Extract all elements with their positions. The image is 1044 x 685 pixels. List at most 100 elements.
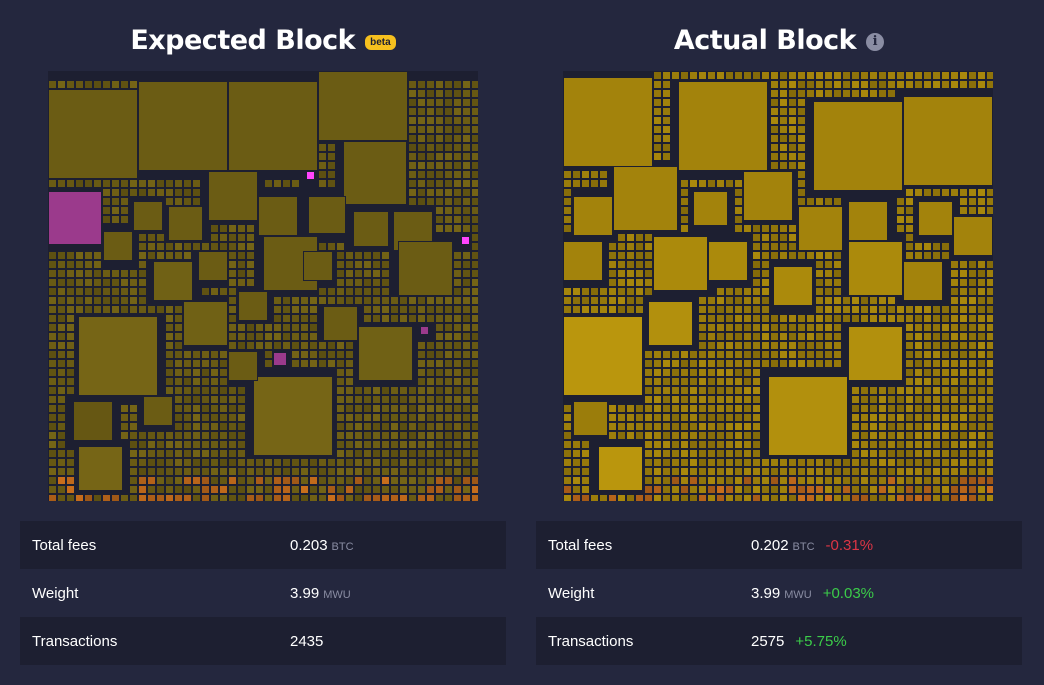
transaction-block[interactable] bbox=[444, 314, 453, 323]
transaction-block[interactable] bbox=[752, 305, 761, 314]
transaction-block[interactable] bbox=[932, 341, 941, 350]
transaction-block[interactable] bbox=[471, 440, 479, 449]
transaction-block[interactable] bbox=[671, 476, 680, 485]
transaction-block[interactable] bbox=[48, 179, 57, 188]
transaction-block[interactable] bbox=[57, 431, 66, 440]
transaction-block[interactable] bbox=[372, 467, 381, 476]
transaction-block[interactable] bbox=[635, 278, 644, 287]
transaction-block[interactable] bbox=[761, 251, 770, 260]
transaction-block[interactable] bbox=[770, 314, 779, 323]
transaction-block[interactable] bbox=[417, 467, 426, 476]
transaction-block[interactable] bbox=[788, 233, 797, 242]
transaction-block[interactable] bbox=[210, 485, 219, 494]
transaction-block[interactable] bbox=[417, 152, 426, 161]
transaction-block[interactable] bbox=[941, 251, 950, 260]
transaction-block[interactable] bbox=[219, 449, 228, 458]
transaction-block[interactable] bbox=[644, 440, 653, 449]
transaction-block[interactable] bbox=[698, 314, 707, 323]
transaction-block[interactable] bbox=[75, 251, 84, 260]
transaction-block[interactable] bbox=[318, 296, 327, 305]
transaction-block[interactable] bbox=[680, 224, 689, 233]
transaction-block[interactable] bbox=[950, 287, 959, 296]
transaction-block[interactable] bbox=[572, 449, 581, 458]
transaction-block[interactable] bbox=[75, 287, 84, 296]
transaction-block[interactable] bbox=[264, 341, 273, 350]
transaction-block[interactable] bbox=[653, 494, 662, 502]
transaction-block[interactable] bbox=[725, 71, 734, 80]
transaction-block[interactable] bbox=[680, 71, 689, 80]
transaction-block[interactable] bbox=[887, 80, 896, 89]
transaction-block[interactable] bbox=[462, 278, 471, 287]
transaction-block[interactable] bbox=[905, 395, 914, 404]
transaction-block[interactable] bbox=[363, 494, 372, 502]
transaction-block[interactable] bbox=[258, 196, 298, 236]
transaction-block[interactable] bbox=[138, 269, 147, 278]
transaction-block[interactable] bbox=[201, 359, 210, 368]
transaction-block[interactable] bbox=[653, 98, 662, 107]
transaction-block[interactable] bbox=[869, 494, 878, 502]
transaction-block[interactable] bbox=[923, 377, 932, 386]
transaction-block[interactable] bbox=[617, 242, 626, 251]
transaction-block[interactable] bbox=[941, 440, 950, 449]
transaction-block[interactable] bbox=[896, 422, 905, 431]
transaction-block[interactable] bbox=[689, 350, 698, 359]
transaction-block[interactable] bbox=[183, 431, 192, 440]
transaction-block[interactable] bbox=[779, 125, 788, 134]
transaction-block[interactable] bbox=[851, 89, 860, 98]
transaction-block[interactable] bbox=[168, 206, 203, 241]
transaction-block[interactable] bbox=[273, 323, 282, 332]
transaction-block[interactable] bbox=[599, 296, 608, 305]
transaction-block[interactable] bbox=[471, 125, 479, 134]
transaction-block[interactable] bbox=[824, 251, 833, 260]
transaction-block[interactable] bbox=[228, 404, 237, 413]
transaction-block[interactable] bbox=[309, 332, 318, 341]
transaction-block[interactable] bbox=[959, 260, 968, 269]
transaction-block[interactable] bbox=[363, 287, 372, 296]
transaction-block[interactable] bbox=[183, 359, 192, 368]
transaction-block[interactable] bbox=[707, 179, 716, 188]
transaction-block[interactable] bbox=[671, 377, 680, 386]
transaction-block[interactable] bbox=[48, 314, 57, 323]
transaction-block[interactable] bbox=[977, 341, 986, 350]
transaction-block[interactable] bbox=[381, 305, 390, 314]
transaction-block[interactable] bbox=[444, 431, 453, 440]
transaction-block[interactable] bbox=[93, 269, 102, 278]
transaction-block[interactable] bbox=[354, 395, 363, 404]
transaction-block[interactable] bbox=[680, 485, 689, 494]
transaction-block[interactable] bbox=[453, 359, 462, 368]
transaction-block[interactable] bbox=[752, 476, 761, 485]
transaction-block[interactable] bbox=[48, 278, 57, 287]
transaction-block[interactable] bbox=[372, 305, 381, 314]
transaction-block[interactable] bbox=[453, 143, 462, 152]
transaction-block[interactable] bbox=[408, 458, 417, 467]
transaction-block[interactable] bbox=[824, 467, 833, 476]
transaction-block[interactable] bbox=[273, 494, 282, 502]
transaction-block[interactable] bbox=[147, 233, 156, 242]
transaction-block[interactable] bbox=[237, 269, 246, 278]
transaction-block[interactable] bbox=[833, 323, 842, 332]
transaction-block[interactable] bbox=[707, 431, 716, 440]
transaction-block[interactable] bbox=[626, 251, 635, 260]
transaction-block[interactable] bbox=[779, 89, 788, 98]
transaction-block[interactable] bbox=[869, 404, 878, 413]
transaction-block[interactable] bbox=[680, 440, 689, 449]
transaction-block[interactable] bbox=[698, 413, 707, 422]
transaction-block[interactable] bbox=[581, 467, 590, 476]
transaction-block[interactable] bbox=[471, 305, 479, 314]
transaction-block[interactable] bbox=[716, 323, 725, 332]
transaction-block[interactable] bbox=[435, 440, 444, 449]
transaction-block[interactable] bbox=[905, 251, 914, 260]
transaction-block[interactable] bbox=[66, 494, 75, 502]
transaction-block[interactable] bbox=[770, 467, 779, 476]
transaction-block[interactable] bbox=[66, 341, 75, 350]
transaction-block[interactable] bbox=[959, 206, 968, 215]
transaction-block[interactable] bbox=[833, 278, 842, 287]
transaction-block[interactable] bbox=[174, 377, 183, 386]
transaction-block[interactable] bbox=[426, 440, 435, 449]
transaction-block[interactable] bbox=[798, 206, 843, 251]
transaction-block[interactable] bbox=[345, 260, 354, 269]
transaction-block[interactable] bbox=[716, 386, 725, 395]
transaction-block[interactable] bbox=[734, 296, 743, 305]
transaction-block[interactable] bbox=[66, 467, 75, 476]
transaction-block[interactable] bbox=[435, 467, 444, 476]
